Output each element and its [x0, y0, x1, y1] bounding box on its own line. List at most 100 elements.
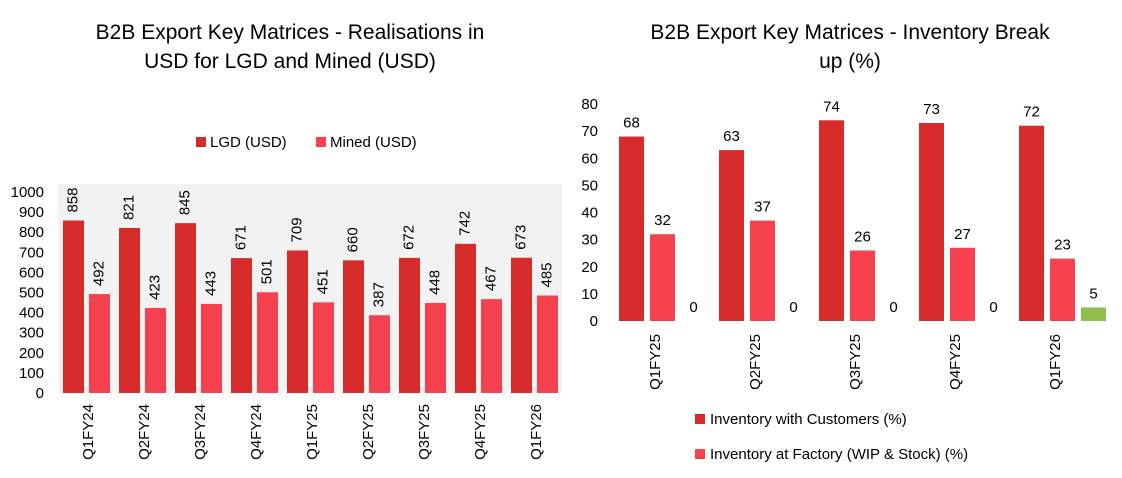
data-label: 448: [426, 270, 443, 295]
bar-factory: [650, 234, 675, 321]
legend-label: Inventory with Customers (%): [710, 411, 907, 428]
y-tick-label: 10: [581, 286, 598, 303]
y-tick-label: 70: [581, 123, 598, 140]
data-label: 74: [823, 98, 840, 115]
data-label: 709: [288, 217, 305, 242]
data-label: 821: [120, 195, 137, 220]
bar-factory: [750, 220, 775, 321]
bar-mined: [425, 302, 446, 393]
y-tick-label: 80: [581, 96, 598, 113]
data-label: 845: [176, 190, 193, 215]
x-tick-label: Q2FY25: [360, 404, 377, 460]
y-tick-label: 0: [36, 385, 44, 402]
plot-area: [58, 184, 562, 393]
y-tick-label: 0: [590, 313, 598, 330]
legend-swatch: [695, 449, 705, 459]
data-label: 5: [1089, 285, 1097, 302]
x-tick-label: Q1FY25: [647, 334, 664, 390]
data-label: 501: [258, 259, 275, 284]
data-label: 72: [1023, 104, 1040, 121]
chart1-title: B2B Export Key Matrices - Realisations i…: [95, 21, 485, 73]
x-tick-label: Q1FY24: [80, 404, 97, 460]
bar-factory: [950, 247, 975, 321]
bar-mined: [369, 315, 390, 393]
y-tick-label: 60: [581, 150, 598, 167]
x-tick-label: Q2FY24: [136, 404, 153, 460]
bar-lgd: [63, 220, 84, 393]
data-label: 660: [344, 227, 361, 252]
bar-lgd: [119, 227, 140, 393]
x-tick-label: Q3FY25: [847, 334, 864, 390]
x-tick-label: Q1FY26: [528, 404, 545, 460]
x-tick-label: Q4FY25: [472, 404, 489, 460]
y-tick-label: 200: [19, 345, 44, 362]
x-tick-label: Q1FY25: [304, 404, 321, 460]
bar-factory: [1050, 258, 1075, 321]
y-tick-label: 600: [19, 264, 44, 281]
y-tick-label: 500: [19, 285, 44, 302]
data-label: 467: [482, 266, 499, 291]
bar-mined: [537, 295, 558, 393]
bar-customers: [719, 150, 744, 321]
bar-lgd: [231, 258, 252, 393]
x-tick-label: Q4FY24: [248, 404, 265, 460]
data-label: 37: [754, 199, 771, 216]
legend-label: Inventory at Factory (WIP & Stock) (%): [710, 446, 968, 463]
bar-mined: [145, 307, 166, 393]
bar-lgd: [511, 257, 532, 393]
legend-swatch: [196, 137, 206, 147]
bar-lgd: [343, 260, 364, 393]
data-label: 0: [689, 299, 697, 316]
data-label: 673: [512, 225, 529, 250]
x-tick-label: Q3FY24: [192, 404, 209, 460]
legend-swatch: [695, 414, 705, 424]
y-tick-label: 400: [19, 305, 44, 322]
y-tick-label: 30: [581, 232, 598, 249]
y-tick-label: 50: [581, 177, 598, 194]
data-label: 68: [623, 115, 640, 132]
x-tick-label: Q2FY25: [747, 334, 764, 390]
bar-mined: [89, 294, 110, 393]
bar-mined: [257, 292, 278, 393]
data-label: 0: [889, 299, 897, 316]
bar-customers: [1019, 125, 1044, 321]
data-label: 443: [202, 271, 219, 296]
x-tick-label: Q1FY26: [1047, 334, 1064, 390]
data-label: 492: [90, 261, 107, 286]
bar-customers: [819, 120, 844, 322]
bar-lgd: [399, 257, 420, 393]
bar-factory: [850, 250, 875, 321]
data-label: 23: [1054, 237, 1071, 254]
bar-mined: [201, 303, 222, 393]
data-label: 387: [370, 282, 387, 307]
bar-lgd: [287, 250, 308, 393]
bar-customers: [619, 136, 644, 321]
bar-other: [1081, 307, 1106, 321]
bar-customers: [919, 122, 944, 321]
data-label: 26: [854, 228, 871, 245]
y-tick-label: 40: [581, 205, 598, 222]
y-tick-label: 800: [19, 224, 44, 241]
data-label: 27: [954, 226, 971, 243]
data-label: 63: [723, 128, 740, 145]
bar-mined: [313, 302, 334, 393]
data-label: 423: [146, 275, 163, 300]
bar-mined: [481, 299, 502, 393]
bar-lgd: [455, 243, 476, 393]
data-label: 0: [789, 299, 797, 316]
data-label: 742: [456, 211, 473, 236]
y-tick-label: 1000: [11, 184, 44, 201]
y-tick-label: 100: [19, 365, 44, 382]
legend-label: LGD (USD): [210, 134, 287, 151]
data-label: 672: [400, 225, 417, 250]
data-label: 451: [314, 269, 331, 294]
bar-lgd: [175, 223, 196, 393]
y-tick-label: 300: [19, 325, 44, 342]
legend-label: Mined (USD): [330, 134, 417, 151]
y-tick-label: 900: [19, 204, 44, 221]
legend-swatch: [316, 137, 326, 147]
data-label: 73: [923, 101, 940, 118]
x-tick-label: Q3FY25: [416, 404, 433, 460]
